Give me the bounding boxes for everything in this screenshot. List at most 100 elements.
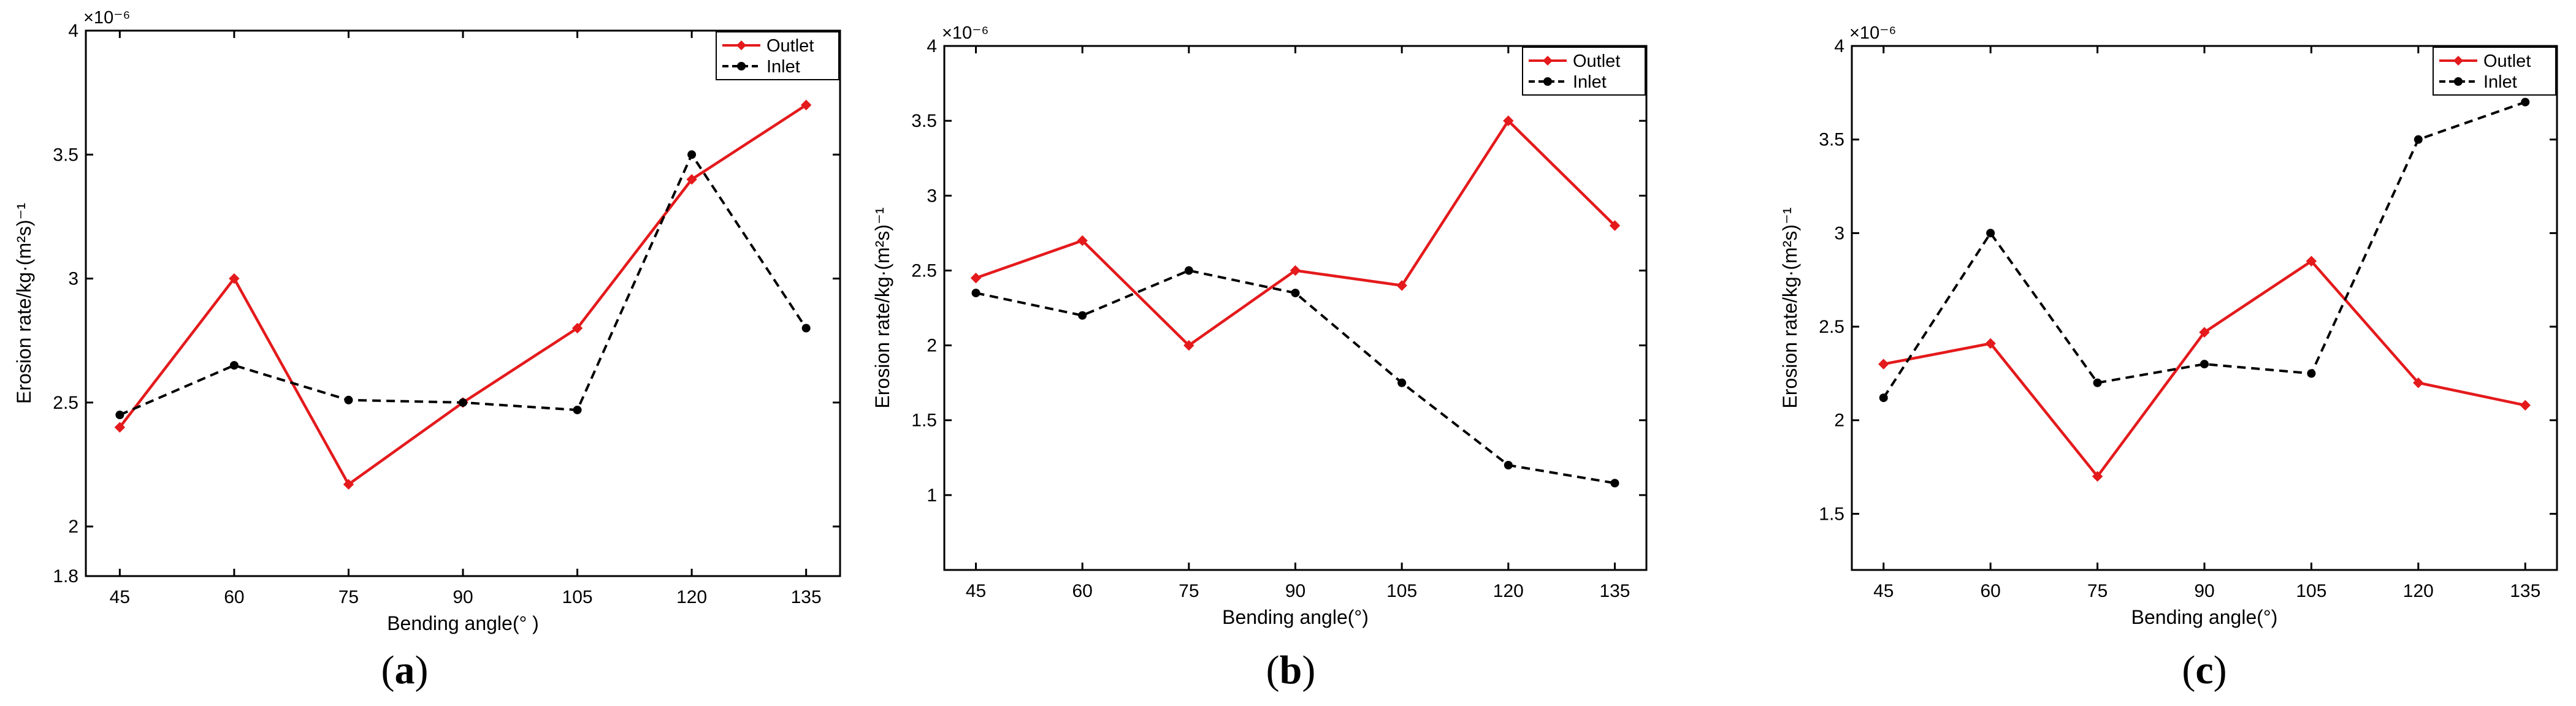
- legend-marker-outlet: [2453, 56, 2463, 66]
- y-tick-label: 2: [927, 336, 937, 356]
- data-point-outlet: [800, 99, 812, 111]
- x-axis-label: Bending angle(°): [1222, 606, 1369, 628]
- y-tick-label: 2: [1834, 411, 1844, 431]
- data-point-inlet: [2307, 369, 2316, 378]
- x-tick-label: 45: [110, 587, 130, 607]
- y-tick-label: 2.5: [911, 260, 937, 281]
- x-tick-label: 105: [1386, 581, 1417, 601]
- data-point-outlet: [229, 273, 240, 284]
- data-point-inlet: [2093, 378, 2102, 387]
- data-point-outlet: [114, 422, 126, 433]
- chart-panel-a: 1.8 2 2.5 3 3.5 4 45 60 75 90 105 120 135 ×10⁻⁶ Bendin…: [13, 8, 841, 693]
- data-point-inlet: [229, 361, 239, 370]
- x-tick-label: 90: [1285, 581, 1305, 601]
- x-tick-label: 105: [562, 587, 593, 607]
- y-tick-label: 2.5: [1819, 317, 1844, 337]
- data-point-inlet: [687, 150, 697, 159]
- x-tick-label: 105: [2296, 581, 2326, 601]
- panel-label: (b): [1266, 648, 1316, 693]
- data-point-inlet: [573, 405, 582, 414]
- data-point-inlet: [1078, 311, 1087, 320]
- x-tick-label: 45: [1873, 581, 1894, 601]
- y-tick-label: 4: [1834, 36, 1844, 56]
- data-point-outlet: [2306, 256, 2317, 267]
- y-tick-label: 3.5: [1819, 130, 1844, 150]
- data-point-inlet: [1986, 229, 1995, 238]
- data-point-outlet: [1290, 265, 1301, 276]
- legend-marker-inlet: [737, 62, 746, 70]
- chart-panel-c: 1.5 2 2.5 3 3.5 4 45 60 75 90 105 120 135 ×10⁻⁶ Bendin…: [1779, 23, 2558, 693]
- data-point-outlet: [1077, 235, 1088, 246]
- data-point-inlet: [2414, 135, 2423, 144]
- legend-label-inlet: Inlet: [2483, 72, 2517, 92]
- data-point-inlet: [115, 411, 124, 420]
- legend-label-outlet: Outlet: [766, 36, 814, 56]
- x-axis-label: Bending angle(° ): [387, 612, 539, 634]
- legend-box: [1522, 47, 1646, 96]
- series-line-inlet: [976, 269, 1615, 485]
- y-tick-label: 4: [68, 21, 78, 41]
- series-line-inlet: [1882, 101, 2526, 399]
- data-point-outlet: [1878, 359, 1889, 370]
- data-point-inlet: [1879, 393, 1888, 403]
- data-point-inlet: [459, 398, 467, 407]
- y-exponent-label: ×10⁻⁶: [942, 23, 988, 43]
- data-point-inlet: [1184, 266, 1193, 275]
- panel-letter: b: [1280, 648, 1302, 693]
- panel-letter: c: [2195, 648, 2213, 693]
- x-tick-label: 135: [1599, 581, 1630, 601]
- series-line-outlet: [975, 118, 1616, 347]
- data-point-outlet: [1985, 338, 1996, 349]
- data-point-outlet: [571, 322, 583, 334]
- legend-marker-outlet: [1543, 56, 1553, 66]
- series-line-outlet: [118, 104, 807, 487]
- y-exponent-label: ×10⁻⁶: [1849, 23, 1896, 43]
- legend-box: [716, 31, 839, 80]
- data-point-outlet: [2092, 471, 2103, 482]
- data-point-inlet: [344, 395, 353, 404]
- data-point-outlet: [2199, 327, 2210, 338]
- plot-area-frame: [85, 29, 841, 577]
- data-point-inlet: [1291, 289, 1300, 298]
- data-point-outlet: [1183, 340, 1194, 351]
- series-line-inlet: [119, 152, 808, 416]
- x-tick-label: 45: [966, 581, 986, 601]
- legend-marker-outlet: [736, 40, 746, 50]
- panel-label: (a): [381, 648, 429, 693]
- data-point-outlet: [1609, 220, 1621, 231]
- data-point-outlet: [970, 272, 982, 284]
- data-point-outlet: [2413, 377, 2424, 389]
- data-point-outlet: [2520, 400, 2531, 411]
- y-axis-label: Erosion rate/kg·(m²s)⁻¹: [13, 203, 35, 404]
- x-tick-label: 90: [453, 587, 473, 607]
- data-point-inlet: [971, 289, 980, 298]
- y-tick-label: 1.5: [911, 411, 937, 431]
- data-point-outlet: [343, 479, 354, 490]
- panel-letter: a: [395, 648, 415, 693]
- y-tick-label: 1: [927, 485, 937, 506]
- y-tick-label: 1.5: [1819, 504, 1844, 524]
- x-tick-label: 135: [2510, 581, 2540, 601]
- series-line-outlet: [1883, 259, 2526, 479]
- chart-panel-b: 1 1.5 2 2.5 3 3.5 4 45 60 75 90 105 120 135 ×10⁻⁶ Bendi…: [871, 23, 1648, 693]
- data-point-inlet: [2200, 360, 2209, 369]
- data-point-outlet: [686, 174, 697, 185]
- data-point-inlet: [801, 324, 811, 333]
- x-tick-label: 75: [1179, 581, 1199, 601]
- data-point-inlet: [1504, 461, 1513, 469]
- x-tick-label: 90: [2194, 581, 2214, 601]
- legend-box: [2433, 47, 2556, 96]
- data-point-outlet: [1503, 115, 1514, 126]
- x-tick-label: 60: [1072, 581, 1092, 601]
- panel-label: (c): [2182, 648, 2226, 693]
- x-tick-label: 75: [338, 587, 359, 607]
- y-tick-label: 2: [68, 517, 78, 537]
- legend-label-outlet: Outlet: [1573, 51, 1620, 71]
- legend-label-inlet: Inlet: [1573, 72, 1607, 92]
- x-tick-label: 75: [2087, 581, 2108, 601]
- x-tick-label: 60: [1980, 581, 2000, 601]
- data-point-inlet: [2521, 97, 2530, 107]
